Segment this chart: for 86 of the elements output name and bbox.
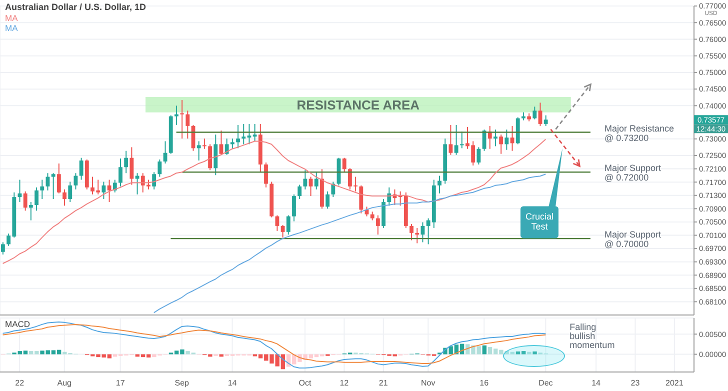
ref-line-label: Major Resistance @ 0.73200 (604, 123, 674, 143)
candlestick (79, 157, 84, 180)
x-tick-label: 17 (116, 378, 126, 388)
bar (482, 345, 487, 354)
candlestick (28, 202, 33, 221)
candlestick (303, 170, 308, 190)
candlestick (415, 227, 420, 244)
candlestick (186, 110, 190, 140)
x-tick-label: 23 (630, 378, 640, 388)
candlestick (494, 129, 498, 147)
candlestick (438, 175, 442, 194)
candlestick (158, 159, 162, 178)
candlestick (236, 124, 240, 149)
candlestick (196, 140, 201, 161)
x-tick-label: 14 (592, 378, 602, 388)
candlestick (51, 172, 56, 200)
candlestick (202, 138, 206, 150)
candlestick (342, 157, 346, 173)
candlestick (230, 138, 234, 150)
candlestick (286, 214, 290, 236)
candlestick (23, 190, 28, 212)
callout-box: Crucial Test (520, 148, 562, 238)
candlestick (152, 172, 156, 190)
x-tick-label: Dec (538, 378, 553, 388)
candlestick (275, 214, 280, 232)
candlestick (538, 102, 542, 126)
candlestick (499, 134, 504, 154)
x-tick-label: Nov (421, 378, 436, 388)
candlestick (107, 179, 112, 203)
ref-line-label: Major Support @ 0.72000 (604, 163, 662, 183)
annotation: Falling bullish momentum (570, 322, 615, 350)
candlestick (476, 146, 481, 165)
candlestick (219, 130, 224, 156)
candlestick (460, 131, 464, 149)
candlestick (454, 124, 458, 156)
ref-line-label: Major Support @ 0.70000 (604, 230, 662, 250)
x-tick-label: 21 (378, 378, 388, 388)
candlestick (544, 114, 548, 126)
bar (527, 352, 532, 354)
text: MA (5, 23, 18, 33)
candlestick (331, 181, 336, 198)
candlestick (1, 242, 5, 256)
candlestick (314, 172, 318, 190)
candlestick (214, 134, 218, 176)
text: MA (5, 13, 18, 23)
x-tick-label: 14 (228, 378, 238, 388)
annotation: Crucial Test (525, 211, 554, 232)
candlestick (247, 123, 252, 145)
x-tick-label: 16 (480, 378, 490, 388)
x-tick-label: 12 (340, 378, 350, 388)
candlestick (376, 214, 380, 236)
candlestick (448, 124, 453, 156)
chart-title: MACD (5, 319, 30, 329)
candlestick (382, 198, 386, 228)
candlestick (242, 123, 246, 145)
candlestick (34, 186, 38, 212)
candlestick (102, 181, 106, 200)
candlestick (326, 190, 330, 210)
x-tick-label: Oct (298, 378, 312, 388)
candlestick (504, 129, 509, 150)
candlestick (56, 162, 61, 194)
x-tick-label: 2021 (666, 378, 684, 388)
candlestick (174, 105, 178, 126)
chart-title: Australian Dollar / U.S. Dollar, 1D (5, 2, 146, 12)
candlestick (359, 184, 364, 214)
candlestick (264, 162, 268, 188)
candlestick (410, 223, 414, 241)
candlestick (40, 179, 44, 200)
x-tick-label: 22 (15, 378, 25, 388)
candlestick (124, 150, 128, 174)
candlestick (532, 106, 537, 120)
candlestick (130, 146, 134, 186)
candlestick (224, 138, 229, 156)
candlestick (68, 181, 72, 203)
x-tick-label: Aug (57, 378, 72, 388)
candlestick (180, 100, 184, 140)
candlestick (292, 194, 296, 222)
x-tick-label: Sep (174, 378, 190, 388)
candlestick (280, 224, 285, 238)
candlestick (252, 123, 257, 142)
candlestick (298, 184, 302, 200)
band-label: RESISTANCE AREA (296, 97, 420, 112)
bar (532, 351, 537, 354)
candlestick (118, 158, 122, 187)
candlestick (62, 188, 66, 206)
candlestick (208, 144, 212, 171)
